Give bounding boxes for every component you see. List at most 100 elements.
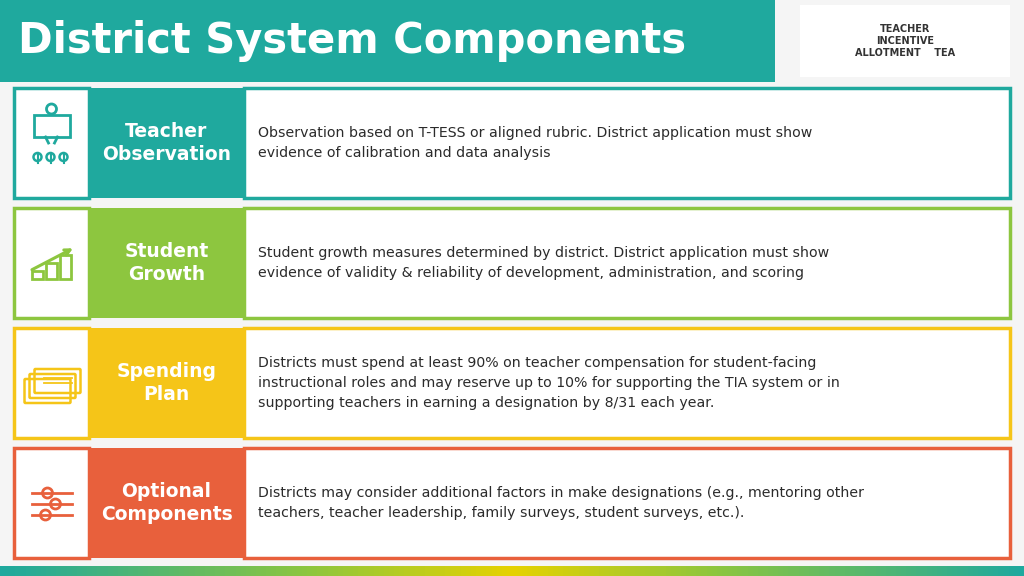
Bar — [609, 566, 615, 576]
Bar — [932, 566, 938, 576]
Bar — [343, 566, 349, 576]
Bar — [328, 566, 334, 576]
Bar — [108, 566, 114, 576]
Bar — [543, 566, 549, 576]
Bar — [123, 566, 129, 576]
Text: Optional
Components: Optional Components — [100, 482, 232, 524]
Bar — [870, 566, 877, 576]
Bar — [445, 566, 452, 576]
Bar — [5, 566, 11, 576]
Bar — [138, 566, 144, 576]
Bar — [287, 566, 293, 576]
Bar — [10, 566, 16, 576]
Bar — [737, 566, 743, 576]
Text: Teacher
Observation: Teacher Observation — [102, 122, 231, 164]
Bar — [148, 566, 155, 576]
Bar — [246, 566, 252, 576]
Bar — [860, 566, 866, 576]
Bar — [947, 566, 953, 576]
Bar — [353, 566, 359, 576]
Bar — [307, 566, 313, 576]
Bar — [800, 5, 1010, 77]
Text: District System Components: District System Components — [18, 20, 686, 62]
Bar — [31, 566, 37, 576]
Bar — [276, 566, 283, 576]
Bar — [420, 566, 426, 576]
Bar — [594, 566, 600, 576]
Bar — [538, 566, 544, 576]
Bar — [492, 566, 498, 576]
Bar — [251, 566, 257, 576]
Bar — [911, 566, 918, 576]
Bar — [660, 566, 667, 576]
Bar — [993, 566, 999, 576]
Bar — [763, 566, 769, 576]
Bar — [696, 566, 702, 576]
FancyBboxPatch shape — [14, 88, 89, 198]
Bar — [676, 566, 682, 576]
Bar — [215, 566, 221, 576]
Bar — [0, 566, 6, 576]
Bar — [809, 566, 815, 576]
Bar — [466, 566, 472, 576]
Bar — [840, 566, 846, 576]
Bar — [266, 566, 272, 576]
Bar — [59, 255, 71, 279]
Bar — [983, 566, 989, 576]
FancyBboxPatch shape — [14, 448, 89, 558]
Bar — [558, 566, 564, 576]
Bar — [302, 566, 308, 576]
Bar — [404, 566, 411, 576]
Bar — [72, 566, 78, 576]
Bar — [502, 566, 508, 576]
Bar — [113, 566, 119, 576]
Bar — [691, 566, 697, 576]
Bar — [927, 566, 933, 576]
Bar — [527, 566, 534, 576]
Bar — [195, 566, 201, 576]
Bar — [804, 566, 810, 576]
Bar — [666, 566, 672, 576]
Bar — [410, 566, 416, 576]
Bar — [988, 566, 994, 576]
Bar — [522, 566, 528, 576]
Bar — [374, 566, 380, 576]
Bar — [748, 566, 754, 576]
Bar — [942, 566, 948, 576]
Bar — [655, 566, 662, 576]
Bar — [435, 566, 441, 576]
Bar — [45, 263, 56, 279]
Bar — [34, 115, 70, 137]
Bar — [282, 566, 288, 576]
Bar — [732, 566, 738, 576]
Bar — [323, 566, 329, 576]
Bar — [978, 566, 984, 576]
Bar — [189, 566, 196, 576]
Bar — [855, 566, 861, 576]
Bar — [799, 566, 805, 576]
Bar — [56, 566, 62, 576]
Bar — [937, 566, 943, 576]
Bar — [681, 566, 687, 576]
Bar — [77, 566, 83, 576]
Text: Student
Growth: Student Growth — [124, 242, 209, 284]
Text: Observation based on T-TESS or aligned rubric. District application must show
ev: Observation based on T-TESS or aligned r… — [258, 126, 812, 160]
Bar — [389, 566, 395, 576]
FancyBboxPatch shape — [244, 208, 1010, 318]
Text: Student growth measures determined by district. District application must show
e: Student growth measures determined by di… — [258, 246, 829, 280]
Bar — [773, 566, 779, 576]
FancyBboxPatch shape — [244, 328, 1010, 438]
Bar — [261, 566, 267, 576]
Bar — [819, 566, 825, 576]
FancyBboxPatch shape — [89, 328, 244, 438]
Bar — [901, 566, 907, 576]
Bar — [814, 566, 820, 576]
Bar — [788, 566, 795, 576]
Bar — [886, 566, 892, 576]
Bar — [92, 566, 98, 576]
Bar — [20, 566, 27, 576]
Bar — [850, 566, 856, 576]
Bar — [512, 566, 518, 576]
Bar — [241, 566, 247, 576]
Bar — [364, 566, 370, 576]
